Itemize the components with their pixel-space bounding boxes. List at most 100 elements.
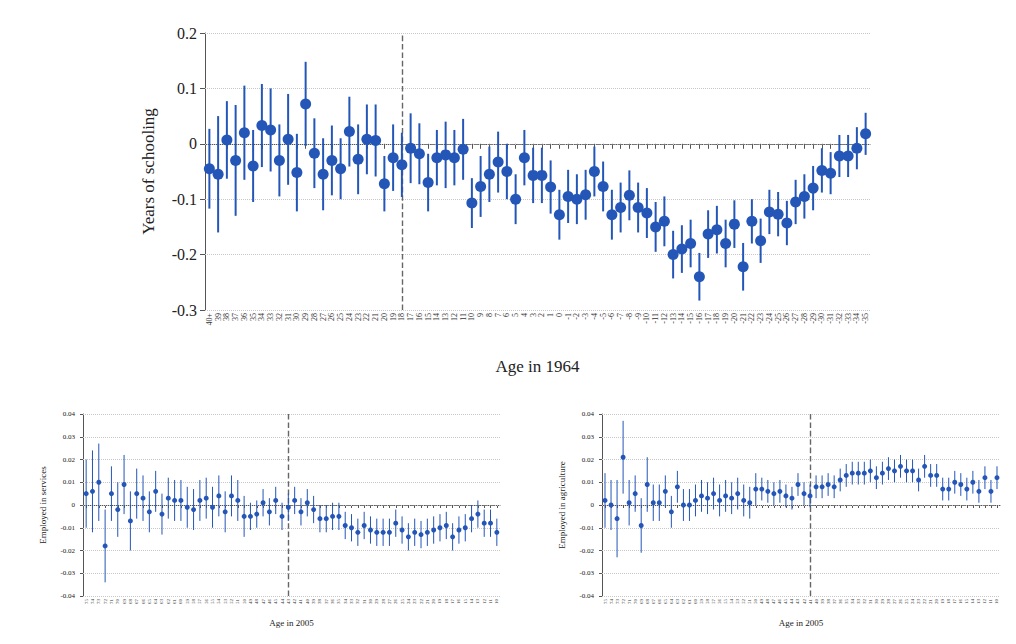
svg-text:-12: -12: [660, 313, 669, 324]
svg-text:75: 75: [603, 599, 608, 605]
svg-text:-1: -1: [564, 313, 573, 320]
svg-text:32: 32: [355, 599, 360, 605]
svg-text:12: 12: [450, 313, 459, 321]
svg-text:-11: -11: [651, 313, 660, 323]
svg-text:8: 8: [485, 313, 494, 317]
svg-text:-31: -31: [826, 313, 835, 324]
svg-text:-0.04: -0.04: [579, 592, 594, 600]
svg-text:-17: -17: [704, 313, 713, 324]
svg-text:51: 51: [747, 599, 752, 605]
svg-text:29: 29: [880, 599, 885, 605]
svg-text:30: 30: [368, 599, 373, 605]
svg-text:26: 26: [327, 313, 336, 321]
svg-text:14: 14: [432, 313, 441, 321]
svg-text:60: 60: [693, 599, 698, 605]
svg-text:15: 15: [424, 313, 433, 321]
svg-text:-0.03: -0.03: [60, 569, 75, 577]
svg-text:18: 18: [397, 313, 406, 321]
svg-text:-28: -28: [800, 313, 809, 324]
svg-text:11: 11: [459, 313, 468, 321]
svg-text:15: 15: [463, 599, 468, 605]
svg-text:39: 39: [214, 313, 223, 321]
svg-text:-0.03: -0.03: [579, 569, 594, 577]
svg-text:59: 59: [185, 599, 190, 605]
svg-text:55: 55: [210, 599, 215, 605]
svg-text:20: 20: [380, 313, 389, 321]
svg-text:37: 37: [324, 599, 329, 605]
svg-text:32: 32: [275, 313, 284, 321]
svg-text:23: 23: [916, 599, 921, 605]
svg-text:-30: -30: [817, 313, 826, 324]
svg-text:58: 58: [191, 599, 196, 605]
svg-text:57: 57: [711, 599, 716, 605]
svg-text:17: 17: [450, 599, 455, 605]
svg-text:21: 21: [371, 313, 380, 321]
svg-text:0: 0: [189, 135, 197, 152]
svg-text:0.03: 0.03: [63, 433, 76, 441]
svg-text:0.03: 0.03: [582, 433, 595, 441]
svg-text:-4: -4: [590, 313, 599, 320]
svg-text:4: 4: [520, 313, 529, 317]
svg-text:35: 35: [249, 313, 258, 321]
svg-text:38: 38: [826, 599, 831, 605]
svg-text:22: 22: [922, 599, 927, 605]
svg-text:43: 43: [795, 599, 800, 605]
svg-text:38: 38: [222, 313, 231, 321]
svg-text:36: 36: [330, 599, 335, 605]
svg-text:14: 14: [970, 599, 975, 605]
svg-text:0: 0: [591, 501, 595, 509]
svg-text:49: 49: [248, 599, 253, 605]
svg-text:-24: -24: [765, 313, 774, 324]
svg-text:9: 9: [476, 313, 485, 317]
svg-text:49: 49: [759, 599, 764, 605]
svg-text:65: 65: [663, 599, 668, 605]
svg-text:33: 33: [349, 599, 354, 605]
svg-text:19: 19: [437, 599, 442, 605]
svg-text:24: 24: [406, 599, 411, 605]
svg-text:72: 72: [621, 599, 626, 605]
svg-text:25: 25: [336, 313, 345, 321]
svg-text:38: 38: [317, 599, 322, 605]
svg-text:56: 56: [204, 599, 209, 605]
svg-text:16: 16: [958, 599, 963, 605]
svg-text:-29: -29: [809, 313, 818, 324]
svg-text:Age in 2005: Age in 2005: [269, 618, 314, 628]
svg-text:28: 28: [886, 599, 891, 605]
svg-text:0.2: 0.2: [177, 25, 197, 42]
svg-text:56: 56: [717, 599, 722, 605]
svg-text:69: 69: [639, 599, 644, 605]
svg-text:39: 39: [820, 599, 825, 605]
svg-text:20: 20: [934, 599, 939, 605]
svg-text:41: 41: [808, 599, 813, 605]
svg-text:53: 53: [223, 599, 228, 605]
svg-text:40: 40: [814, 599, 819, 605]
svg-text:12: 12: [482, 599, 487, 605]
svg-text:-3: -3: [581, 313, 590, 320]
svg-text:28: 28: [310, 313, 319, 321]
svg-text:48: 48: [254, 599, 259, 605]
svg-text:10: 10: [467, 313, 476, 321]
svg-text:0.01: 0.01: [582, 478, 595, 486]
svg-text:17: 17: [952, 599, 957, 605]
svg-text:14: 14: [469, 599, 474, 605]
svg-text:-16: -16: [695, 313, 704, 324]
svg-text:17: 17: [406, 313, 415, 321]
svg-text:5: 5: [511, 313, 520, 317]
svg-text:-21: -21: [739, 313, 748, 324]
svg-text:26: 26: [898, 599, 903, 605]
svg-text:34: 34: [257, 313, 266, 321]
svg-text:18: 18: [444, 599, 449, 605]
svg-text:47: 47: [261, 599, 266, 605]
svg-text:54: 54: [216, 599, 221, 605]
svg-text:27: 27: [319, 313, 328, 321]
svg-text:-10: -10: [642, 313, 651, 324]
svg-text:0.02: 0.02: [63, 456, 76, 464]
svg-text:15: 15: [964, 599, 969, 605]
svg-text:-32: -32: [835, 313, 844, 324]
svg-text:33: 33: [266, 313, 275, 321]
svg-text:-6: -6: [607, 313, 616, 320]
svg-text:75: 75: [84, 599, 89, 605]
svg-text:70: 70: [115, 599, 120, 605]
svg-text:25: 25: [904, 599, 909, 605]
svg-text:-13: -13: [669, 313, 678, 324]
